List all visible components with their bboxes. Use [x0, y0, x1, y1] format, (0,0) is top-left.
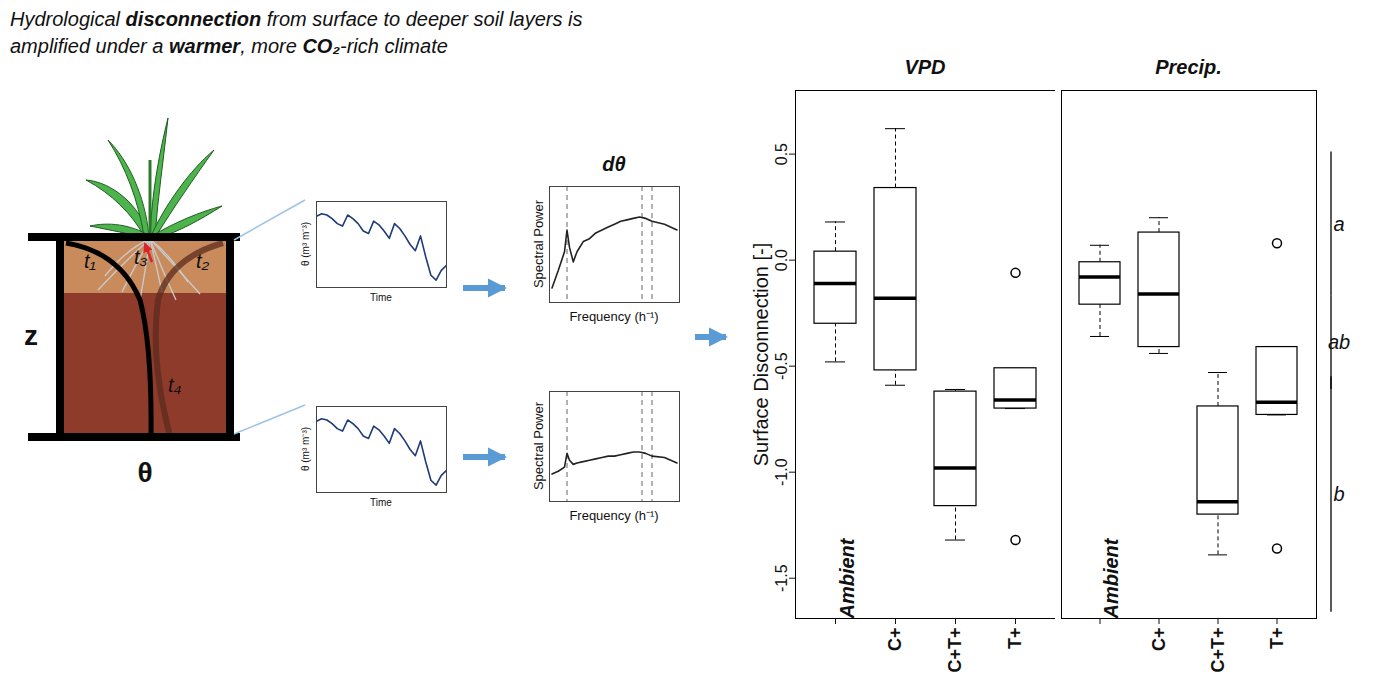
svg-text:ab: ab [1328, 331, 1350, 353]
html-text:Frequency (h⁻¹): Frequency (h⁻¹) [569, 309, 659, 324]
html-text:Precip.: Precip. [1155, 56, 1222, 78]
html-text:Time: Time [370, 292, 392, 303]
svg-text:C+: C+ [885, 628, 905, 652]
svg-text:t₃: t₃ [134, 246, 148, 268]
svg-text:T+: T+ [1005, 628, 1025, 650]
html-text:Frequency (h⁻¹): Frequency (h⁻¹) [569, 508, 659, 523]
html-text:θ (m³ m⁻³): θ (m³ m⁻³) [300, 221, 311, 267]
svg-text:Ambient: Ambient [1100, 537, 1122, 619]
svg-text:0.5: 0.5 [773, 143, 790, 165]
html-text:VPD: VPD [904, 56, 946, 78]
svg-text:C+T+: C+T+ [1208, 628, 1228, 673]
html-text:amplified under a warmer, more: amplified under a warmer, more CO₂ -rich… [10, 35, 448, 57]
html-text:dθ: dθ [602, 153, 626, 175]
svg-text:a: a [1333, 213, 1344, 235]
svg-text:C+: C+ [1149, 628, 1169, 652]
svg-text:-1.5: -1.5 [773, 564, 790, 592]
html-text:Spectral Power: Spectral Power [530, 401, 546, 491]
svg-text:C+T+: C+T+ [945, 628, 965, 673]
svg-text:0.0: 0.0 [773, 249, 790, 271]
svg-text:Surface Disconnection [-]: Surface Disconnection [-] [750, 243, 772, 466]
html-text:Hydrological disconnection fro: Hydrological disconnection from surface … [10, 8, 583, 30]
svg-text:-0.5: -0.5 [773, 352, 790, 380]
svg-text:T+: T+ [1267, 628, 1287, 650]
svg-text:t₂: t₂ [196, 250, 210, 272]
svg-text:b: b [1333, 483, 1344, 505]
svg-text:z: z [24, 320, 38, 351]
html-text:θ (m³ m⁻³): θ (m³ m⁻³) [300, 426, 311, 472]
svg-text:θ: θ [137, 457, 152, 488]
svg-text:Ambient: Ambient [836, 537, 858, 619]
html-text:Spectral Power: Spectral Power [530, 199, 546, 289]
svg-text:-1.0: -1.0 [773, 458, 790, 486]
svg-text:t₄: t₄ [168, 374, 182, 396]
html-text:Time: Time [370, 497, 392, 508]
svg-text:t₁: t₁ [84, 250, 96, 272]
